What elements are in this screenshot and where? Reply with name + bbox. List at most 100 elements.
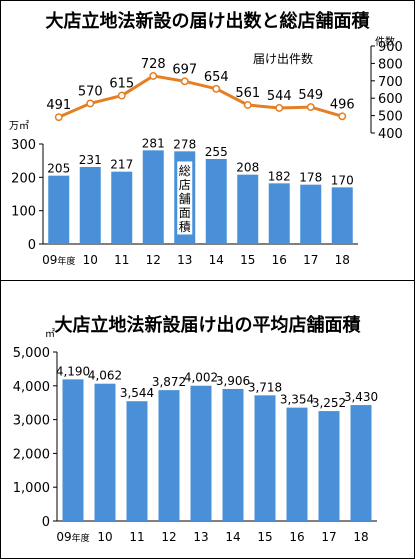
x-tick-label: 09年度	[56, 530, 89, 544]
bar-value-label: 231	[79, 153, 102, 167]
line-value-label: 570	[78, 84, 103, 99]
bar	[126, 401, 148, 521]
bar-value-label: 3,544	[120, 386, 154, 400]
bar-value-label: 4,190	[56, 364, 90, 378]
chart-title-top: 大店立地法新設の届け出数と総店舗面積	[45, 11, 370, 32]
line-point	[86, 99, 95, 108]
y-tick-label: 5,000	[13, 346, 50, 361]
bar-series-label-char: 舗	[179, 192, 191, 206]
bar-series-label-char: 面	[179, 206, 191, 220]
bar-value-label: 170	[331, 173, 354, 187]
bar	[318, 411, 340, 521]
line-series-label: 届け出件数	[253, 51, 313, 66]
bar-value-label: 4,002	[184, 371, 218, 385]
bar	[237, 174, 259, 244]
chart-panel-bottom: 大店立地法新設届け出の平均店舗面積 0 1,000 2,000 3,000 4,000 5…	[1, 299, 414, 558]
y-unit-left: 万㎡	[9, 120, 29, 132]
y-tick-label-right: 800	[378, 57, 403, 72]
line-point	[338, 112, 347, 121]
bar	[331, 187, 353, 244]
line-point	[54, 113, 63, 122]
bar-series-label-box	[176, 160, 194, 236]
line-value-label: 544	[267, 89, 292, 104]
bar-value-label: 4,062	[88, 369, 122, 383]
chart-panel-top: 大店立地法新設の届け出数と総店舗面積 0 100 200 300 万㎡ 400 500 600…	[1, 1, 414, 276]
bar	[94, 383, 116, 521]
bar-value-label: 182	[268, 169, 291, 183]
y-tick-label-left: 200	[11, 171, 36, 186]
line-point	[149, 71, 158, 80]
y-tick-label: 2,000	[13, 447, 50, 462]
bar	[350, 405, 372, 521]
bar-value-label: 3,872	[152, 375, 186, 389]
line-point	[275, 103, 284, 112]
bar-value-label: 3,430	[344, 390, 378, 404]
line-point	[180, 77, 189, 86]
panel-divider	[1, 280, 414, 281]
x-tick-label: 12	[161, 530, 176, 544]
line-value-label: 496	[330, 97, 355, 112]
x-tick-label: 11	[129, 530, 144, 544]
y-tick-label-right: 600	[378, 92, 403, 107]
y-tick-label-right: 400	[378, 127, 403, 142]
bar	[158, 390, 180, 521]
y-tick-label: 4,000	[13, 380, 50, 395]
y-tick-label: 0	[42, 515, 50, 530]
bar-value-label: 3,906	[216, 374, 250, 388]
bar	[111, 171, 133, 244]
line-value-label: 728	[141, 57, 166, 72]
bar-value-label: 255	[205, 145, 228, 159]
x-tick-label: 15	[240, 253, 255, 267]
line-value-label: 654	[204, 70, 229, 85]
bar	[142, 150, 164, 244]
bar-value-label: 3,354	[280, 393, 314, 407]
x-tick-label: 17	[303, 253, 318, 267]
x-tick-label: 13	[193, 530, 208, 544]
x-tick-label: 16	[272, 253, 287, 267]
y-unit: ㎡	[45, 328, 55, 340]
line-point	[306, 103, 315, 112]
bar	[286, 407, 308, 521]
x-tick-label: 11	[114, 253, 129, 267]
y-tick-label-right: 500	[378, 110, 403, 125]
bar	[254, 395, 276, 521]
y-tick-label: 1,000	[13, 481, 50, 496]
x-tick-label: 15	[257, 530, 272, 544]
bar	[190, 385, 212, 521]
line-value-label: 561	[235, 86, 260, 101]
bar	[222, 388, 244, 521]
line-point	[243, 101, 252, 109]
x-tick-label: 13	[177, 253, 192, 267]
bar-value-label: 3,718	[248, 380, 282, 394]
bar-value-label: 217	[110, 158, 133, 172]
x-tick-label: 10	[83, 253, 98, 267]
line-series-count	[58, 74, 343, 119]
bar-value-label: 3,252	[312, 396, 346, 410]
x-tick-label: 17	[321, 530, 336, 544]
bar-series-label-char: 総	[179, 164, 191, 178]
bar-series-label-char: 店	[179, 178, 191, 192]
y-tick-label-right: 700	[378, 75, 403, 90]
bar-series-label-char: 積	[179, 219, 191, 234]
y-tick-label-left: 0	[28, 238, 36, 253]
y-unit-right: 件数	[375, 35, 395, 48]
x-tick-label: 09年度	[42, 253, 75, 267]
y-tick-label-left: 300	[11, 138, 36, 153]
y-tick-label-right: 900	[378, 40, 403, 55]
line-value-label: 549	[298, 88, 323, 103]
bar	[205, 159, 227, 244]
x-tick-label: 14	[209, 253, 224, 267]
x-tick-label: 14	[225, 530, 240, 544]
chart-title-bottom: 大店立地法新設届け出の平均店舗面積	[54, 315, 361, 336]
bar	[48, 175, 70, 244]
bar-value-label: 278	[173, 137, 196, 151]
y-tick-label: 3,000	[13, 414, 50, 429]
x-tick-label: 12	[146, 253, 161, 267]
line-value-label: 491	[46, 98, 71, 113]
x-tick-label: 18	[353, 530, 368, 544]
line-value-label: 697	[172, 62, 197, 77]
bar	[62, 379, 84, 521]
